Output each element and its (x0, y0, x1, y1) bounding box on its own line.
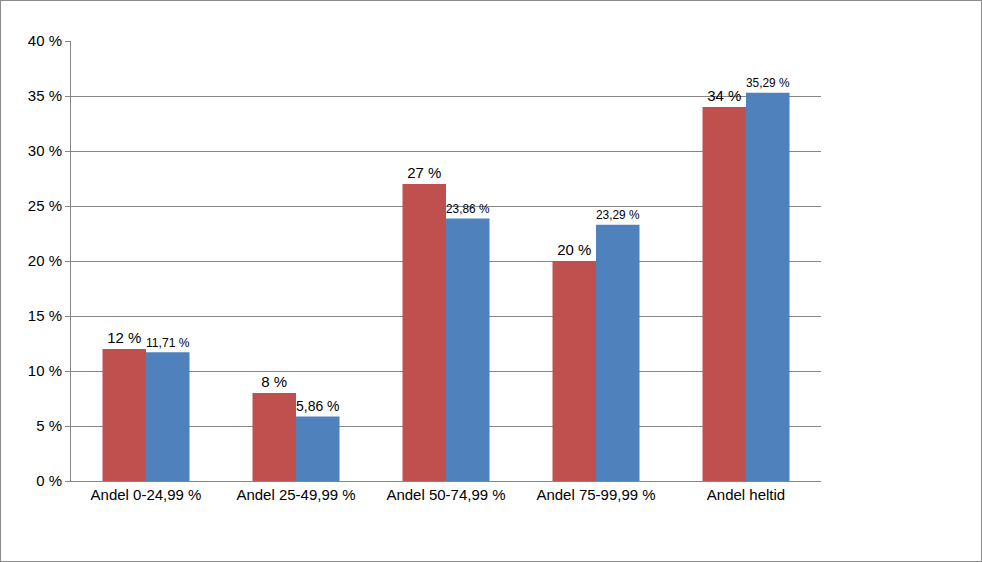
svg-text:Andel heltid: Andel heltid (707, 486, 785, 503)
svg-text:35,29 %: 35,29 % (746, 76, 790, 90)
svg-text:0 %: 0 % (36, 472, 62, 489)
svg-text:34 %: 34 % (707, 87, 741, 104)
svg-text:23,86 %: 23,86 % (446, 202, 490, 216)
svg-text:15 %: 15 % (28, 307, 62, 324)
svg-text:5,86 %: 5,86 % (296, 398, 340, 414)
svg-text:Andel 25-49,99 %: Andel 25-49,99 % (236, 486, 355, 503)
svg-text:Andel 0-24,99 %: Andel 0-24,99 % (91, 486, 202, 503)
svg-text:40 %: 40 % (28, 32, 62, 49)
svg-text:35 %: 35 % (28, 87, 62, 104)
svg-text:5 %: 5 % (36, 417, 62, 434)
svg-text:23,29 %: 23,29 % (596, 208, 640, 222)
svg-text:Andel 75-99,99 %: Andel 75-99,99 % (536, 486, 655, 503)
svg-text:25 %: 25 % (28, 197, 62, 214)
svg-text:8 %: 8 % (261, 373, 287, 390)
svg-text:12 %: 12 % (107, 329, 141, 346)
svg-text:20 %: 20 % (28, 252, 62, 269)
svg-text:11,71 %: 11,71 % (146, 336, 190, 350)
svg-text:30 %: 30 % (28, 142, 62, 159)
svg-text:20 %: 20 % (557, 241, 591, 258)
svg-text:Andel 50-74,99 %: Andel 50-74,99 % (386, 486, 505, 503)
svg-text:27 %: 27 % (407, 164, 441, 181)
svg-text:10 %: 10 % (28, 362, 62, 379)
